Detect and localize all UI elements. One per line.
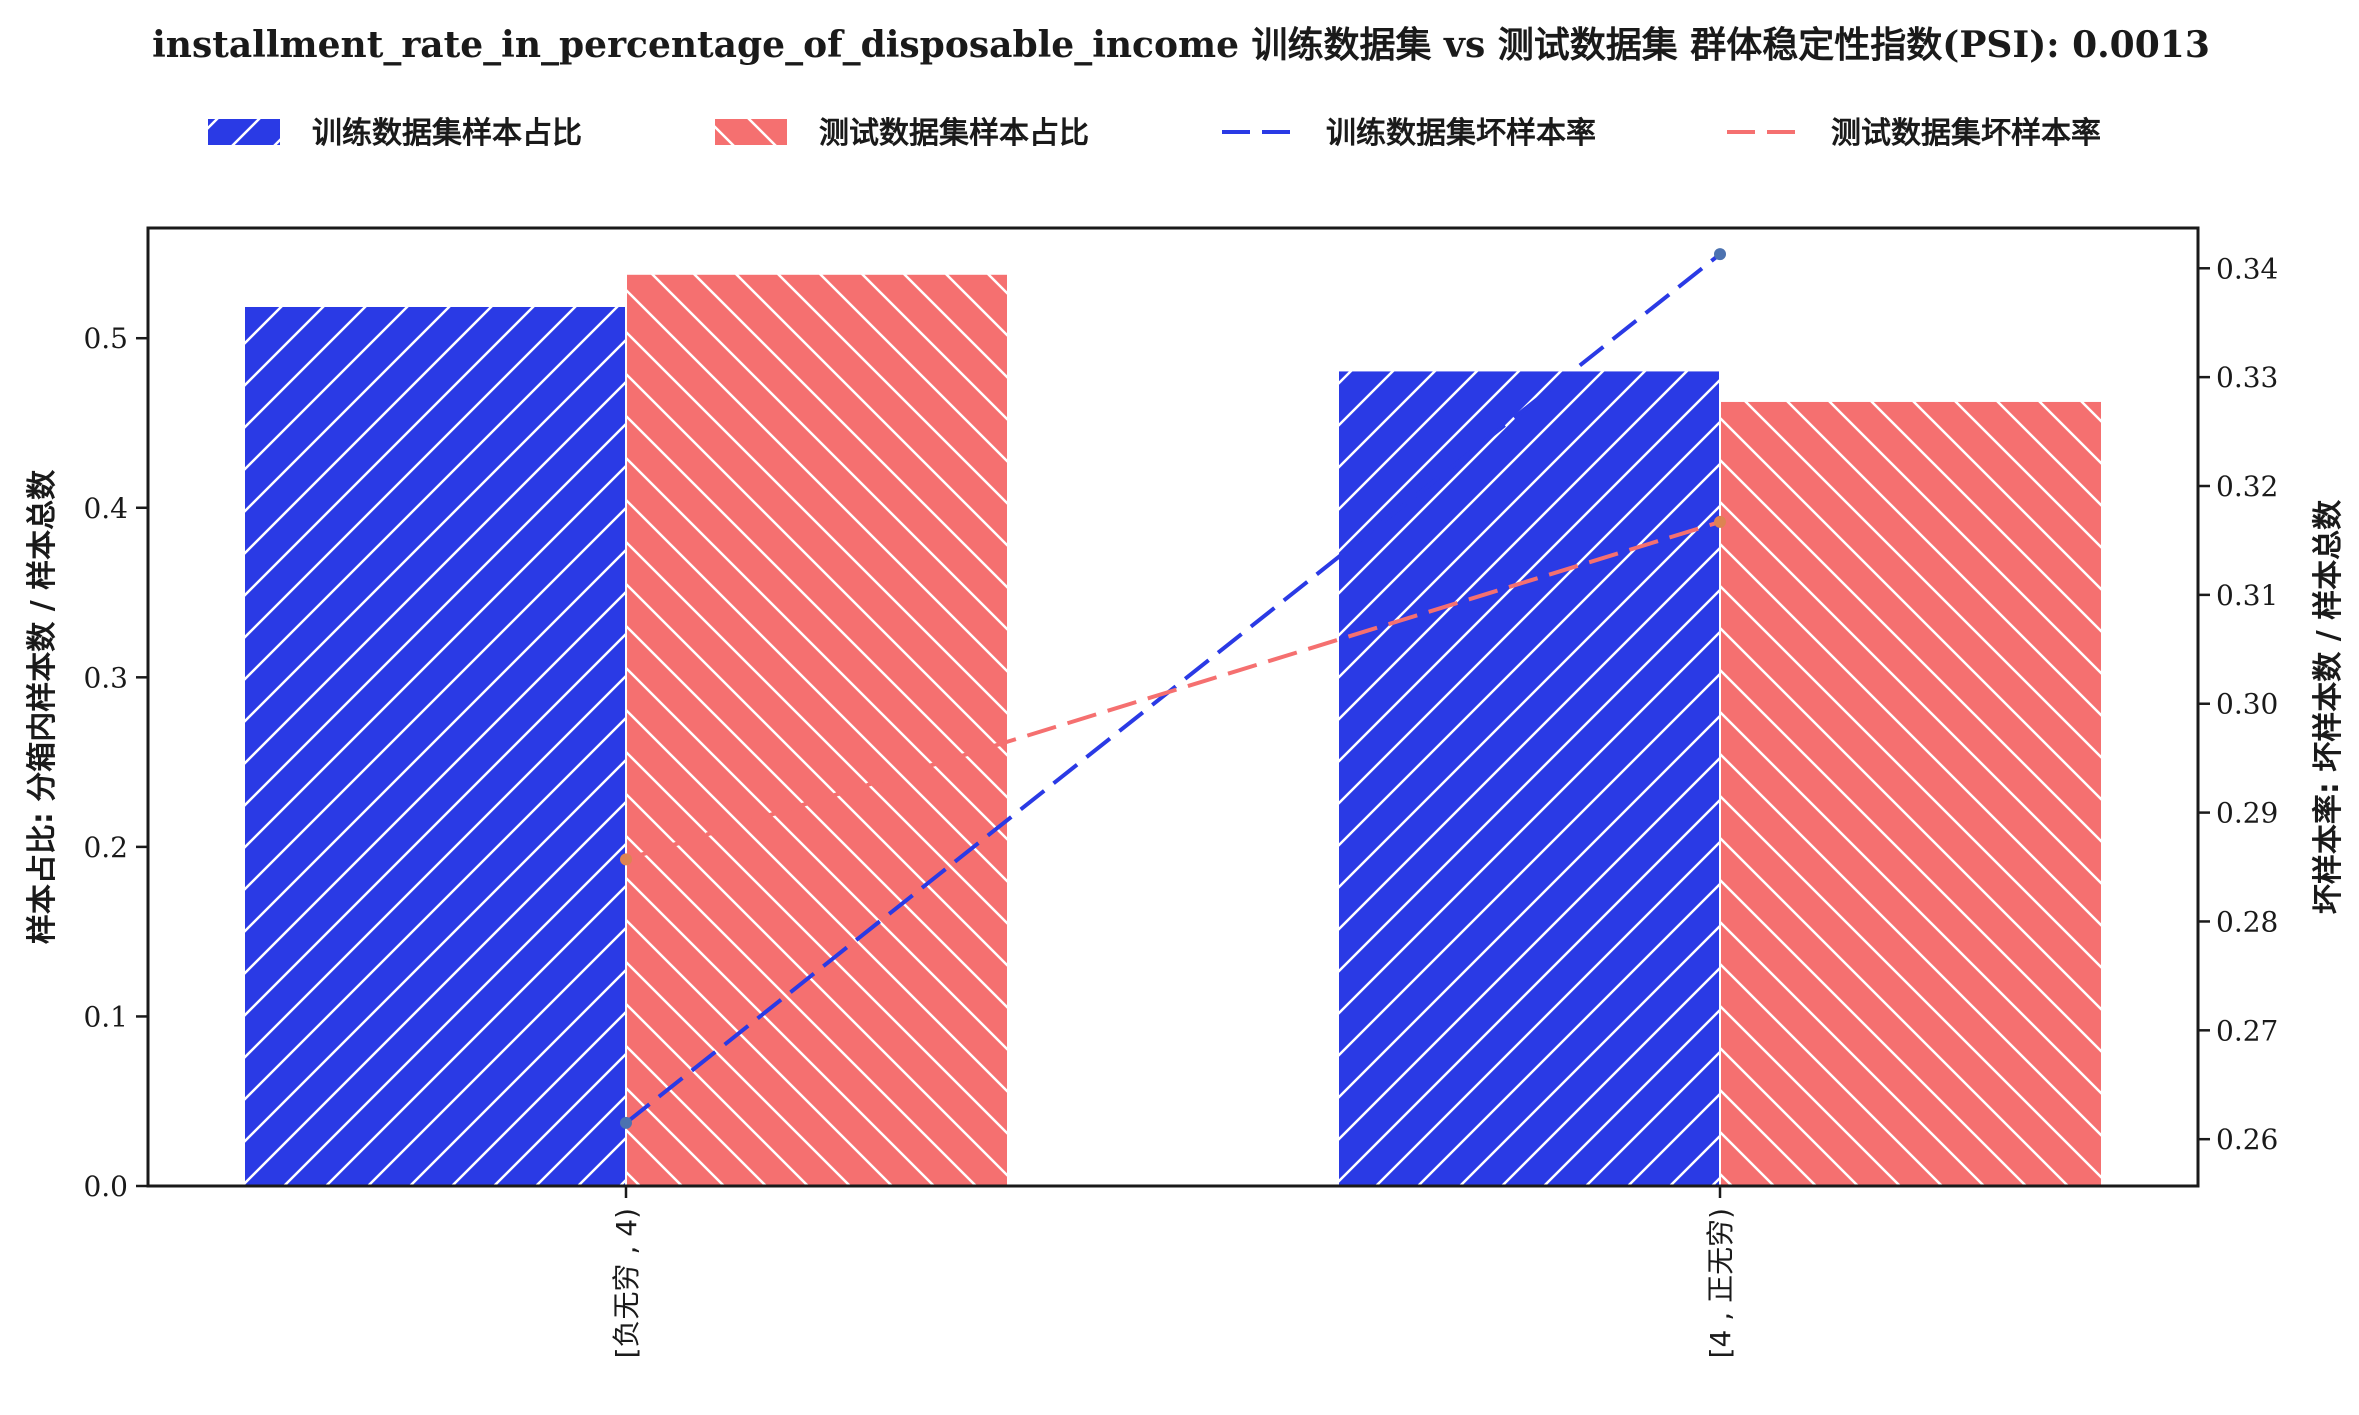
y-tick-label-right: 0.34 <box>2216 252 2278 285</box>
legend-swatch-hatch <box>715 119 787 145</box>
y-tick-label-right: 0.29 <box>2216 797 2278 830</box>
line-test-bad-rate <box>625 520 1721 862</box>
y-tick-label-left: 0.0 <box>83 1170 128 1203</box>
line-train-bad-rate <box>624 252 1722 1125</box>
legend-label: 训练数据集样本占比 <box>312 116 582 151</box>
bar-hatch-test <box>1719 399 2103 1187</box>
y-tick-label-left: 0.3 <box>83 661 128 694</box>
y-tick-label-right: 0.28 <box>2216 905 2278 938</box>
y-tick-label-right: 0.27 <box>2216 1014 2278 1047</box>
bar-hatch-test <box>625 272 1009 1187</box>
x-tick-label: [负无穷 , 4) <box>610 1208 643 1358</box>
bars-layer <box>243 272 2103 1187</box>
bar-hatch-train <box>1337 369 1721 1187</box>
y-tick-label-right: 0.33 <box>2216 361 2278 394</box>
y-tick-label-left: 0.5 <box>83 322 128 355</box>
y-tick-label-right: 0.26 <box>2216 1123 2278 1156</box>
x-axis: [负无穷 , 4) [4 , 正无穷) <box>610 1186 1737 1358</box>
bar-hatch-train <box>243 304 627 1187</box>
y-tick-label-left: 0.2 <box>83 831 128 864</box>
y-axis-label-right: 坏样本率: 坏样本数 / 样本总数 <box>2311 499 2346 914</box>
line-point-train <box>1714 248 1726 261</box>
y-tick-label-left: 0.4 <box>83 492 128 525</box>
lines-layer <box>620 248 1726 1129</box>
plot-frame <box>146 226 2200 1188</box>
y-tick-label-left: 0.1 <box>83 1000 128 1033</box>
legend-label: 测试数据集样本占比 <box>819 116 1089 151</box>
x-tick-label: [4 , 正无穷) <box>1704 1208 1737 1358</box>
legend: 训练数据集样本占比 测试数据集样本占比 训练数据集坏样本率 测试数据集坏样本率 <box>208 116 2101 151</box>
chart-title: installment_rate_in_percentage_of_dispos… <box>152 24 2210 66</box>
right-axis: 0.26 0.27 0.28 0.29 0.30 0.31 0.32 0.33 0.34 <box>2198 252 2278 1156</box>
left-axis: 0.0 0.1 0.2 0.3 0.4 0.5 <box>83 322 148 1203</box>
y-tick-label-right: 0.30 <box>2216 688 2278 721</box>
legend-swatch-hatch <box>208 119 280 145</box>
line-point-test <box>620 853 632 866</box>
legend-label: 训练数据集坏样本率 <box>1326 116 1596 151</box>
line-point-test <box>1714 515 1726 528</box>
line-point-train <box>620 1116 632 1129</box>
y-tick-label-right: 0.31 <box>2216 579 2278 612</box>
y-axis-label-left: 样本占比: 分箱内样本数 / 样本总数 <box>25 469 60 944</box>
legend-label: 测试数据集坏样本率 <box>1831 116 2101 151</box>
y-tick-label-right: 0.32 <box>2216 470 2278 503</box>
